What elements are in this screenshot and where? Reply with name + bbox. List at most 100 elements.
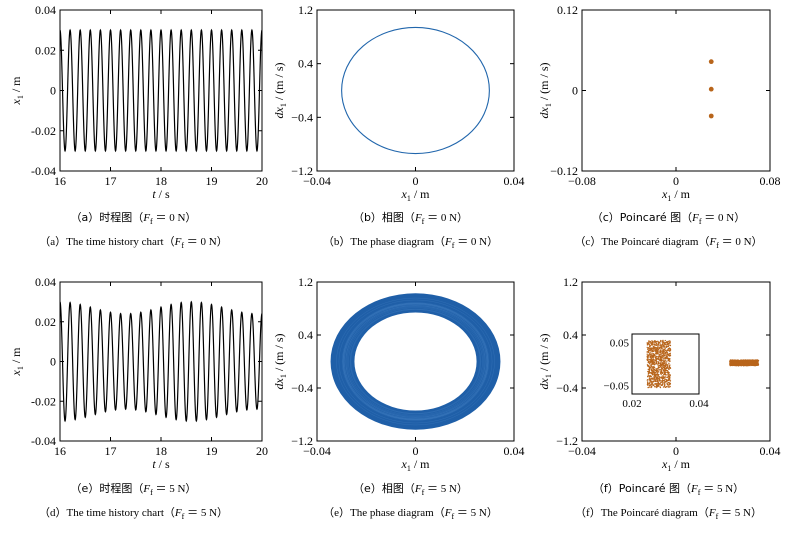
inset-point xyxy=(657,357,660,359)
inset-point xyxy=(650,359,653,361)
inset-point xyxy=(647,368,649,371)
inset-point xyxy=(664,349,667,352)
y-axis-label: x1 / m xyxy=(9,347,25,377)
caption-force-symbol: F xyxy=(414,212,422,224)
inset-point xyxy=(654,355,656,357)
y-axis-label-unit: / (m / s) xyxy=(272,63,286,104)
x-axis-label-sub: 1 xyxy=(667,464,671,473)
inset-point xyxy=(650,348,653,351)
caption-force-symbol: F xyxy=(692,212,699,224)
inset-point xyxy=(652,366,655,369)
caption-force-symbol: F xyxy=(143,212,151,224)
phase-band-trace xyxy=(336,297,495,426)
caption-prefix: （d）The time history chart（ xyxy=(38,507,175,519)
inset-point xyxy=(657,382,659,384)
inset-point xyxy=(666,376,668,379)
phase-band-trace xyxy=(348,307,483,416)
y-axis-label-unit: / m xyxy=(9,76,23,95)
y-tick-label: −1.2 xyxy=(291,164,313,178)
x-axis-label-var: x xyxy=(401,187,408,201)
x-tick-label: 16 xyxy=(54,174,66,188)
poincare-point xyxy=(729,363,732,366)
inset-point xyxy=(647,361,650,363)
y-tick-label: −1.2 xyxy=(556,434,578,448)
inset-point xyxy=(655,384,658,386)
inset-point xyxy=(651,373,654,375)
inset-point xyxy=(653,368,656,371)
y-axis-label-unit: / (m / s) xyxy=(537,63,551,104)
inset-point xyxy=(647,374,649,376)
inset-point xyxy=(650,357,652,360)
inset-point xyxy=(664,347,666,350)
inset-point xyxy=(659,384,661,386)
y-tick-label: 0 xyxy=(572,84,578,98)
poincare-point xyxy=(748,363,751,366)
y-axis-label-sub: 1 xyxy=(16,366,25,370)
inset-point xyxy=(656,377,658,380)
x-axis-label-unit: / m xyxy=(411,187,430,201)
y-axis-label: dx1 / (m / s) xyxy=(272,334,288,390)
inset-point xyxy=(646,346,648,349)
x-axis-label-var: t xyxy=(152,457,156,471)
inset-point xyxy=(651,361,654,364)
y-axis-label-var: dx xyxy=(537,378,551,390)
poincare-point xyxy=(741,364,744,366)
inset-point xyxy=(651,386,653,388)
caption-force-symbol: F xyxy=(445,236,452,248)
inset-point xyxy=(657,365,659,367)
chart-panel-a: 16 17 18 19 20 0.04 0.02 0 -0.02 -0.04 t / s x1 / m xyxy=(9,3,268,201)
inset-point xyxy=(658,341,660,343)
inset-point xyxy=(649,381,651,384)
x-axis-label-unit: / m xyxy=(671,187,690,201)
y-axis-label-sub: 1 xyxy=(544,103,553,107)
poincare-point xyxy=(752,362,755,365)
caption-suffix: ＝ 0 N） xyxy=(718,236,763,248)
inset-point xyxy=(667,373,669,375)
inset-point xyxy=(647,386,649,389)
poincare-point xyxy=(756,359,759,362)
poincare-point xyxy=(754,363,757,366)
inset-point xyxy=(668,381,670,384)
poincare-point xyxy=(750,359,753,362)
inset-point xyxy=(669,342,671,344)
inset-point xyxy=(648,386,650,388)
inset-point xyxy=(666,370,669,372)
inset-point xyxy=(649,358,651,361)
inset-point xyxy=(661,341,664,343)
inset-point xyxy=(654,383,656,385)
caption-force-symbol: F xyxy=(708,507,716,519)
inset-point xyxy=(648,349,650,352)
y-tick-label: −0.4 xyxy=(291,381,313,395)
inset-point xyxy=(658,378,661,380)
x-tick-label: 20 xyxy=(256,174,268,188)
x-axis-label-var: x xyxy=(661,457,668,471)
inset-point xyxy=(657,371,659,374)
inset-point xyxy=(655,368,657,370)
inset-point xyxy=(646,357,649,359)
inset-point xyxy=(652,355,654,357)
inset-point xyxy=(667,343,670,345)
inset-point xyxy=(668,377,671,380)
caption-prefix: （e）时程图（ xyxy=(70,482,144,495)
inset-point xyxy=(655,376,657,379)
caption-prefix: （a）The time history chart（ xyxy=(39,236,175,248)
inset-point xyxy=(660,344,662,347)
inset-point xyxy=(649,340,652,343)
inset-point xyxy=(666,350,668,353)
inset-point xyxy=(666,366,669,368)
phase-band-trace xyxy=(345,305,486,418)
poincare-point xyxy=(750,361,753,364)
phase-band xyxy=(330,293,501,430)
inset-point xyxy=(659,348,661,350)
inset-point xyxy=(668,376,671,378)
y-tick-label: 0 xyxy=(50,355,56,369)
x-axis-label-sub: 1 xyxy=(667,194,671,203)
caption-en-a: （a）The time history chart（Ff ＝ 0 N） xyxy=(0,233,267,250)
inset-point xyxy=(661,340,664,342)
poincare-point xyxy=(736,362,739,365)
caption-force-symbol: F xyxy=(691,483,698,495)
inset-x-tick-label: 0.02 xyxy=(622,398,641,410)
inset-point xyxy=(662,377,664,380)
y-tick-label: -0.04 xyxy=(31,434,56,448)
inset-point xyxy=(661,348,663,350)
